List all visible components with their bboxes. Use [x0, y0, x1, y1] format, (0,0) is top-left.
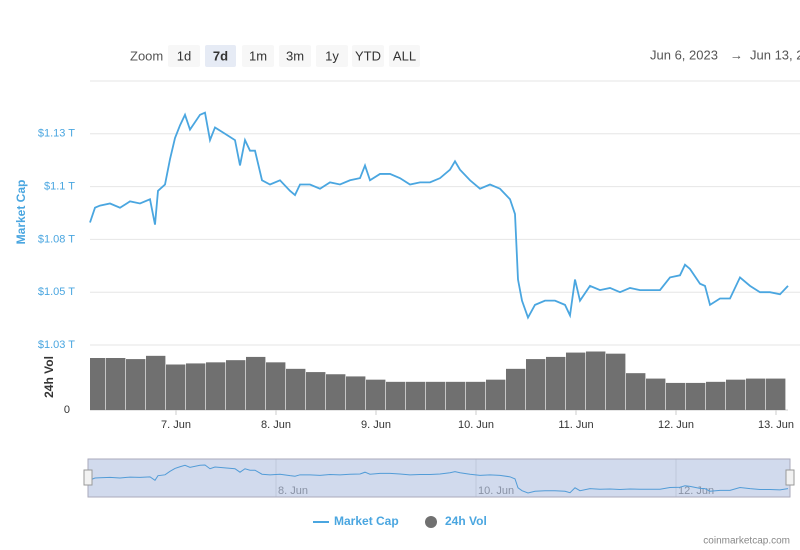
volume-bar — [266, 362, 286, 410]
x-tick-label: 11. Jun — [558, 419, 593, 431]
volume-bar — [686, 382, 706, 410]
navigator-mask — [87, 458, 791, 498]
volume-bar — [206, 362, 226, 410]
x-tick-label: 12. Jun — [658, 419, 694, 431]
volume-bar — [546, 356, 566, 410]
zoom-button-bg — [352, 45, 384, 67]
volume-bar — [106, 358, 126, 410]
legend-label: 24h Vol — [445, 514, 487, 528]
volume-bar — [246, 356, 266, 410]
date-range: Jun 6, 2023 → Jun 13, 2023 — [650, 47, 800, 62]
volume-bar — [566, 352, 586, 410]
volume-bar — [646, 378, 666, 410]
y2-axis-title: 24h Vol — [42, 356, 56, 398]
volume-bar — [626, 373, 646, 410]
volume-bar — [186, 363, 206, 410]
zoom-button-bg — [316, 45, 348, 67]
zoom-button-label: 1m — [249, 48, 267, 63]
y-tick-label: $1.05 T — [38, 286, 75, 298]
x-tick-label: 13. Jun — [758, 419, 794, 431]
zoom-button-label: 7d — [213, 48, 228, 63]
navigator-handle[interactable] — [785, 469, 795, 486]
volume-bar — [326, 374, 346, 410]
volume-bar — [286, 368, 306, 410]
volume-bar — [406, 381, 426, 410]
volume-bar — [606, 353, 626, 410]
volume-bar — [506, 368, 526, 410]
zoom-button[interactable]: YTD — [352, 45, 384, 67]
volume-bar — [386, 381, 406, 410]
date-separator: → — [730, 47, 743, 62]
zoom-button-bg — [279, 45, 311, 67]
volume-bar — [426, 381, 446, 410]
y-tick-label: $1.03 T — [38, 339, 75, 351]
zoom-button[interactable]: 7d — [205, 45, 236, 67]
legend-label: Market Cap — [334, 514, 399, 528]
date-from: Jun 6, 2023 — [650, 47, 718, 62]
date-to: Jun 13, 2023 — [750, 47, 800, 62]
volume-bar — [706, 381, 726, 410]
zoom-button[interactable]: 1y — [316, 45, 348, 67]
navigator-tick-label: 8. Jun — [278, 485, 308, 497]
zoom-button-label: ALL — [393, 48, 416, 63]
zoom-label: Zoom — [130, 48, 163, 63]
x-tick-label: 7. Jun — [161, 419, 191, 431]
zoom-button-bg — [242, 45, 274, 67]
x-tick-label: 10. Jun — [458, 419, 494, 431]
volume-bar — [346, 376, 366, 410]
navigator-handle[interactable] — [83, 469, 93, 486]
x-tick-label: 9. Jun — [361, 419, 391, 431]
volume-bar — [746, 378, 766, 410]
zoom-button-label: 3m — [286, 48, 304, 63]
y-axis-title: Market Cap — [14, 180, 28, 245]
zoom-button-label: 1y — [325, 48, 339, 63]
volume-bar — [90, 358, 106, 410]
volume-bar — [526, 359, 546, 410]
volume-bar — [466, 381, 486, 410]
legend-item[interactable]: 24h Vol — [425, 514, 487, 528]
volume-bar — [306, 372, 326, 410]
legend-swatch — [425, 516, 437, 528]
zoom-button[interactable]: 3m — [279, 45, 311, 67]
volume-bar — [366, 379, 386, 410]
zoom-button-bg — [168, 45, 200, 67]
y-tick-label: $1.13 T — [38, 128, 75, 140]
credit[interactable]: coinmarketcap.com — [703, 536, 790, 547]
volume-bar — [166, 364, 186, 410]
volume-bar — [766, 378, 786, 410]
navigator-tick-label: 12. Jun — [678, 485, 714, 497]
volume-bar — [486, 379, 506, 410]
volume-bar — [446, 381, 466, 410]
navigator-line — [89, 464, 789, 494]
x-tick-label: 8. Jun — [261, 419, 291, 431]
volume-bar — [146, 355, 166, 410]
volume-bar — [586, 351, 606, 410]
zoom-button[interactable]: ALL — [389, 45, 420, 67]
volume-bar — [126, 359, 146, 410]
volume-bar — [666, 382, 686, 410]
zoom-button-label: 1d — [177, 48, 191, 63]
legend-item[interactable]: Market Cap — [313, 514, 399, 528]
y-tick-label: $1.1 T — [44, 181, 75, 193]
market-cap-line — [89, 111, 789, 320]
zoom-button-bg — [205, 45, 236, 67]
y-tick-label: $1.08 T — [38, 233, 75, 245]
zoom-button-label: YTD — [355, 48, 381, 63]
zoom-button[interactable]: 1m — [242, 45, 274, 67]
volume-bar — [226, 360, 246, 410]
y2-tick-label: 0 — [64, 404, 70, 416]
zoom-button[interactable]: 1d — [168, 45, 200, 67]
zoom-button-bg — [389, 45, 420, 67]
volume-bar — [726, 379, 746, 410]
navigator-tick-label: 10. Jun — [478, 485, 514, 497]
